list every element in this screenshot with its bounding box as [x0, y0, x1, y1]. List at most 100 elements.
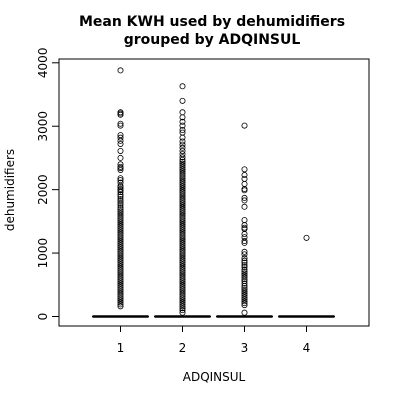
outlier-point	[117, 67, 124, 74]
outlier-point	[117, 221, 124, 228]
outlier-point	[179, 309, 186, 316]
outlier-point	[179, 156, 186, 163]
outlier-point	[241, 255, 248, 262]
outlier-point	[179, 217, 186, 224]
outlier-point	[117, 288, 124, 295]
outlier-point	[117, 212, 124, 219]
outlier-point	[179, 208, 186, 215]
outlier-point	[117, 253, 124, 260]
outlier-point	[179, 118, 186, 125]
outlier-point	[179, 276, 186, 283]
outlier-point	[117, 276, 124, 283]
outlier-point	[179, 244, 186, 251]
outlier-point	[241, 166, 248, 173]
outlier-point	[117, 269, 124, 276]
outlier-point	[117, 134, 124, 141]
outlier-point	[179, 194, 186, 201]
outlier-point	[179, 212, 186, 219]
outlier-point	[241, 238, 248, 245]
outlier-point	[179, 248, 186, 255]
outlier-point	[179, 175, 186, 182]
x-tick-label: 2	[179, 341, 187, 355]
outlier-point	[117, 166, 124, 173]
x-axis-label: ADQINSUL	[183, 370, 246, 384]
outlier-point	[179, 189, 186, 196]
outlier-point	[241, 270, 248, 277]
outlier-point	[117, 165, 124, 172]
outlier-point	[241, 231, 248, 238]
outlier-point	[179, 204, 186, 211]
outlier-point	[179, 242, 186, 249]
outlier-point	[241, 248, 248, 255]
outlier-point	[117, 201, 124, 208]
outlier-point	[117, 274, 124, 281]
outlier-point	[117, 132, 124, 139]
outlier-point	[117, 199, 124, 206]
outlier-point	[179, 168, 186, 175]
outlier-point	[179, 274, 186, 281]
outlier-point	[179, 138, 186, 145]
outlier-point	[117, 179, 124, 186]
outlier-point	[179, 295, 186, 302]
outlier-point	[117, 284, 124, 291]
outlier-point	[179, 187, 186, 194]
outlier-point	[179, 234, 186, 241]
outlier-point	[179, 270, 186, 277]
outlier-point	[241, 284, 248, 291]
outlier-point	[241, 280, 248, 287]
outlier-point	[117, 236, 124, 243]
outlier-point	[179, 261, 186, 268]
outlier-point	[117, 293, 124, 300]
outlier-point	[117, 219, 124, 226]
outlier-point	[241, 251, 248, 258]
outlier-point	[179, 269, 186, 276]
outlier-point	[117, 206, 124, 213]
outlier-point	[241, 300, 248, 307]
outlier-point	[117, 255, 124, 262]
outlier-point	[179, 284, 186, 291]
outlier-point	[179, 181, 186, 188]
outlier-point	[179, 246, 186, 253]
axis-ticks: 0 1000 2000 3000 4000 1 2 3 4	[36, 48, 310, 355]
chart-title-line-2: grouped by ADQINSUL	[124, 32, 301, 48]
y-tick-label: 3000	[36, 111, 50, 142]
outlier-point	[117, 225, 124, 232]
outlier-point	[117, 295, 124, 302]
outlier-point	[179, 278, 186, 285]
outlier-point	[117, 267, 124, 274]
outlier-point	[117, 246, 124, 253]
outlier-point	[179, 259, 186, 266]
outlier-point	[241, 268, 248, 275]
chart-title-line-1: Mean KWH used by dehumidifiers	[79, 14, 345, 30]
outlier-point	[241, 290, 248, 297]
outlier-point	[117, 270, 124, 277]
outlier-point	[179, 213, 186, 220]
outlier-point	[241, 294, 248, 301]
outlier-point	[117, 250, 124, 257]
outlier-point	[179, 250, 186, 257]
outlier-point	[241, 298, 248, 305]
outlier-point	[179, 154, 186, 161]
outlier-point	[117, 240, 124, 247]
outlier-point	[117, 140, 124, 147]
y-tick-label: 1000	[36, 238, 50, 269]
outlier-point	[179, 238, 186, 245]
outlier-point	[179, 173, 186, 180]
outlier-point	[117, 301, 124, 308]
outlier-point	[179, 280, 186, 287]
y-tick-label: 2000	[36, 174, 50, 205]
outlier-point	[117, 217, 124, 224]
outlier-point	[179, 196, 186, 203]
x-tick-label: 3	[241, 341, 249, 355]
outlier-point	[179, 151, 186, 158]
outlier-point	[117, 198, 124, 205]
outlier-point	[117, 227, 124, 234]
outlier-point	[179, 219, 186, 226]
outlier-point	[117, 137, 124, 144]
outlier-point	[241, 203, 248, 210]
outlier-point	[179, 297, 186, 304]
outlier-point	[179, 267, 186, 274]
outlier-point	[241, 234, 248, 241]
y-axis-label: dehumidifiers	[3, 149, 17, 231]
outlier-point	[117, 196, 124, 203]
